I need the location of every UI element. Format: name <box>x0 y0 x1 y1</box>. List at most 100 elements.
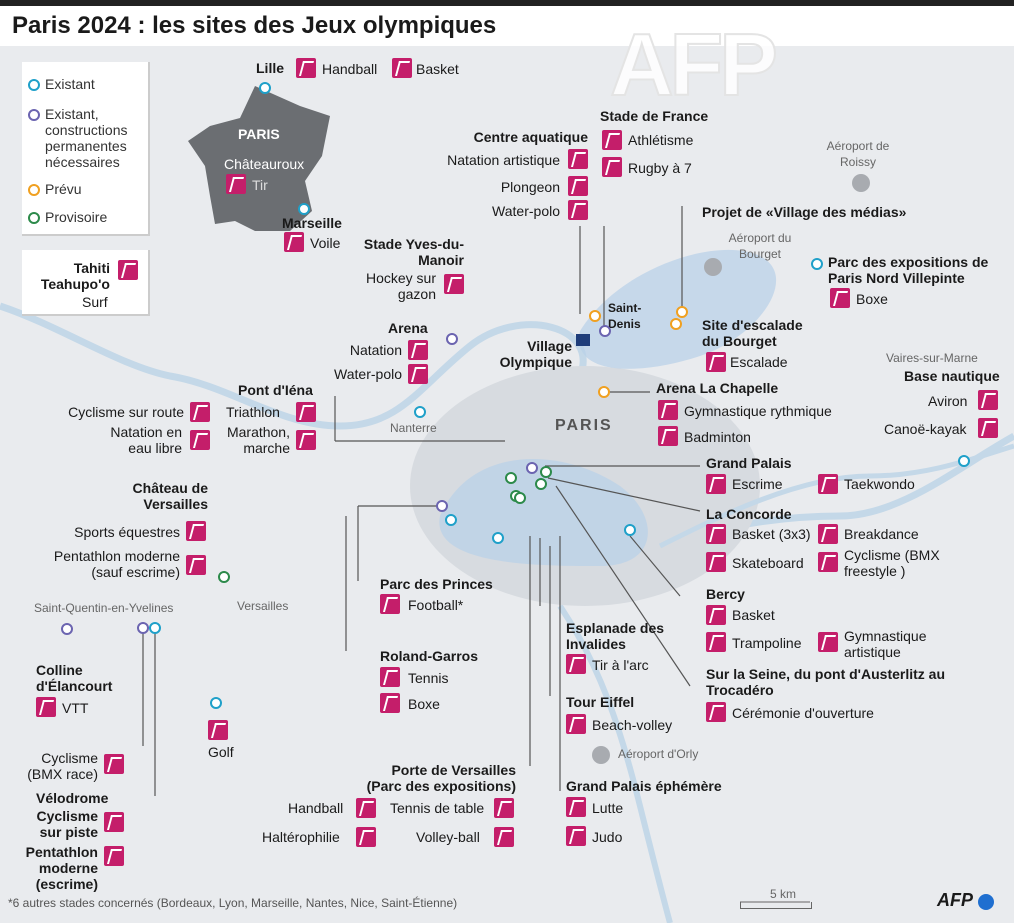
bercy-sport-3: Gymnastique artistique <box>844 628 927 660</box>
lille-sport-basket: Basket <box>416 61 459 77</box>
roissy-airport-icon <box>852 174 870 192</box>
tahiti-box: Tahiti Teahupo'o Surf <box>22 250 150 316</box>
tahiti-name: Tahiti Teahupo'o <box>40 260 110 292</box>
afp-watermark: AFP <box>609 14 779 115</box>
natation-icon <box>408 340 428 360</box>
seine-sport: Cérémonie d'ouverture <box>732 705 874 721</box>
aviron-icon <box>978 390 998 410</box>
roland-sport-2: Boxe <box>408 696 440 712</box>
velodrome-name: Vélodrome <box>36 790 109 806</box>
escalade-icon <box>706 352 726 372</box>
beach-volley-icon <box>566 714 586 734</box>
invalides-sport: Tir à l'arc <box>592 657 649 673</box>
vaires-label: Vaires-sur-Marne <box>886 351 978 365</box>
surf-icon <box>118 260 138 280</box>
versailles-sport-2: Pentathlon moderne (sauf escrime) <box>53 548 180 580</box>
chateauroux-sport: Tir <box>252 177 268 193</box>
villepinte-boxe-icon <box>830 288 850 308</box>
arena-sport-1: Natation <box>349 342 402 358</box>
ceremonie-icon <box>706 702 726 722</box>
princes-name: Parc des Princes <box>380 576 493 592</box>
canoe-kayak-icon <box>978 418 998 438</box>
pv-sport-3: Haltérophilie <box>262 829 340 845</box>
breakdance-icon <box>818 524 838 544</box>
provisoire-marker-icon <box>28 212 40 224</box>
roland-boxe-icon <box>380 693 400 713</box>
bmx-freestyle-icon <box>818 552 838 572</box>
roland-sport-1: Tennis <box>408 670 449 686</box>
ca-sport-1: Natation artistique <box>447 152 560 168</box>
bourget-label: Aéroport du Bourget <box>728 231 792 261</box>
eiffel-sport: Beach-volley <box>592 717 673 733</box>
natation-artistique-icon <box>568 149 588 169</box>
marseille-label: Marseille <box>282 215 342 231</box>
lille-sport-handball: Handball <box>322 61 378 77</box>
concorde-marker-icon <box>540 466 552 478</box>
stade-de-france-marker-icon <box>599 325 611 337</box>
athletisme-icon <box>602 130 622 150</box>
escalade-sport: Escalade <box>730 354 788 370</box>
legend-provisoire: Provisoire <box>45 209 108 225</box>
volley-ball-icon <box>494 827 514 847</box>
gp-ephemere-sport-1: Lutte <box>592 800 624 816</box>
marseille-marker-icon <box>298 203 310 215</box>
lutte-icon <box>566 797 586 817</box>
villepinte-marker-icon <box>811 258 823 270</box>
bercy-name: Bercy <box>706 586 745 602</box>
versailles-marker-icon <box>218 571 230 583</box>
bercy-sport-2: Trampoline <box>732 635 802 651</box>
map-title: Paris 2024 : les sites des Jeux olympiqu… <box>12 12 497 39</box>
gp-ephemere-marker-icon <box>514 492 526 504</box>
legend-existant-constructions: Existant, constructions permanentes néce… <box>45 106 128 170</box>
vaires-sport-2: Canoë-kayak <box>884 421 967 437</box>
hockey-icon <box>444 274 464 294</box>
top-rule <box>0 0 1014 6</box>
water-polo-icon <box>568 200 588 220</box>
handball-icon <box>296 58 316 78</box>
roland-name: Roland-Garros <box>380 648 479 664</box>
afp-logo-icon <box>978 894 994 910</box>
nanterre-marker-icon <box>414 406 426 418</box>
concorde-sport-4: Cyclisme (BMX freestyle ) <box>844 547 940 579</box>
badminton-icon <box>658 426 678 446</box>
villepinte-sport: Boxe <box>856 291 888 307</box>
cyclisme-route-icon <box>190 402 210 422</box>
golf-icon <box>208 720 228 740</box>
pentathlon-escrime-icon <box>104 846 124 866</box>
legend-box: Existant Existant, constructions permane… <box>22 62 150 236</box>
la-chapelle-sport-1: Gymnastique rythmique <box>684 403 832 419</box>
ca-sport-2: Plongeon <box>500 179 560 195</box>
la-chapelle-marker-icon <box>598 386 610 398</box>
versailles-name: Château de Versailles <box>132 480 208 512</box>
pv-handball-icon <box>356 798 376 818</box>
media-village-marker-icon <box>676 306 688 318</box>
la-chapelle-name: Arena La Chapelle <box>656 380 779 396</box>
paris-inset-label: PARIS <box>238 126 280 142</box>
ca-sport-3: Water-polo <box>492 203 560 219</box>
basket-3x3-icon <box>706 524 726 544</box>
voile-icon <box>284 232 304 252</box>
scale-bar <box>740 902 812 909</box>
orly-airport-icon <box>592 746 610 764</box>
velodrome-marker-icon <box>149 622 161 634</box>
legend-prevu: Prévu <box>45 181 82 197</box>
pentathlon-icon <box>186 555 206 575</box>
seine-name: Sur la Seine, du pont d'Austerlitz au Tr… <box>706 666 946 698</box>
gym-artistique-icon <box>818 632 838 652</box>
map-area <box>0 46 1014 923</box>
princes-sport: Football* <box>408 597 464 613</box>
iena-sport-2: Marathon, marche <box>226 424 290 456</box>
footnote: *6 autres stades concernés (Bordeaux, Ly… <box>8 896 458 910</box>
grand-palais-name: Grand Palais <box>706 455 792 471</box>
golf-marker-icon <box>210 697 222 709</box>
lille-marker-icon <box>259 82 271 94</box>
princes-marker-icon <box>436 500 448 512</box>
concorde-sport-1: Basket (3x3) <box>732 526 811 542</box>
nanterre-label: Nanterre <box>390 421 437 435</box>
elancourt-marker-icon <box>61 623 73 635</box>
vaires-marker-icon <box>958 455 970 467</box>
villepinte-name: Parc des expositions de Paris Nord Ville… <box>828 254 989 286</box>
centre-aquatique-name: Centre aquatique <box>473 129 588 145</box>
gp-sport-2: Taekwondo <box>844 476 915 492</box>
trampoline-icon <box>706 632 726 652</box>
